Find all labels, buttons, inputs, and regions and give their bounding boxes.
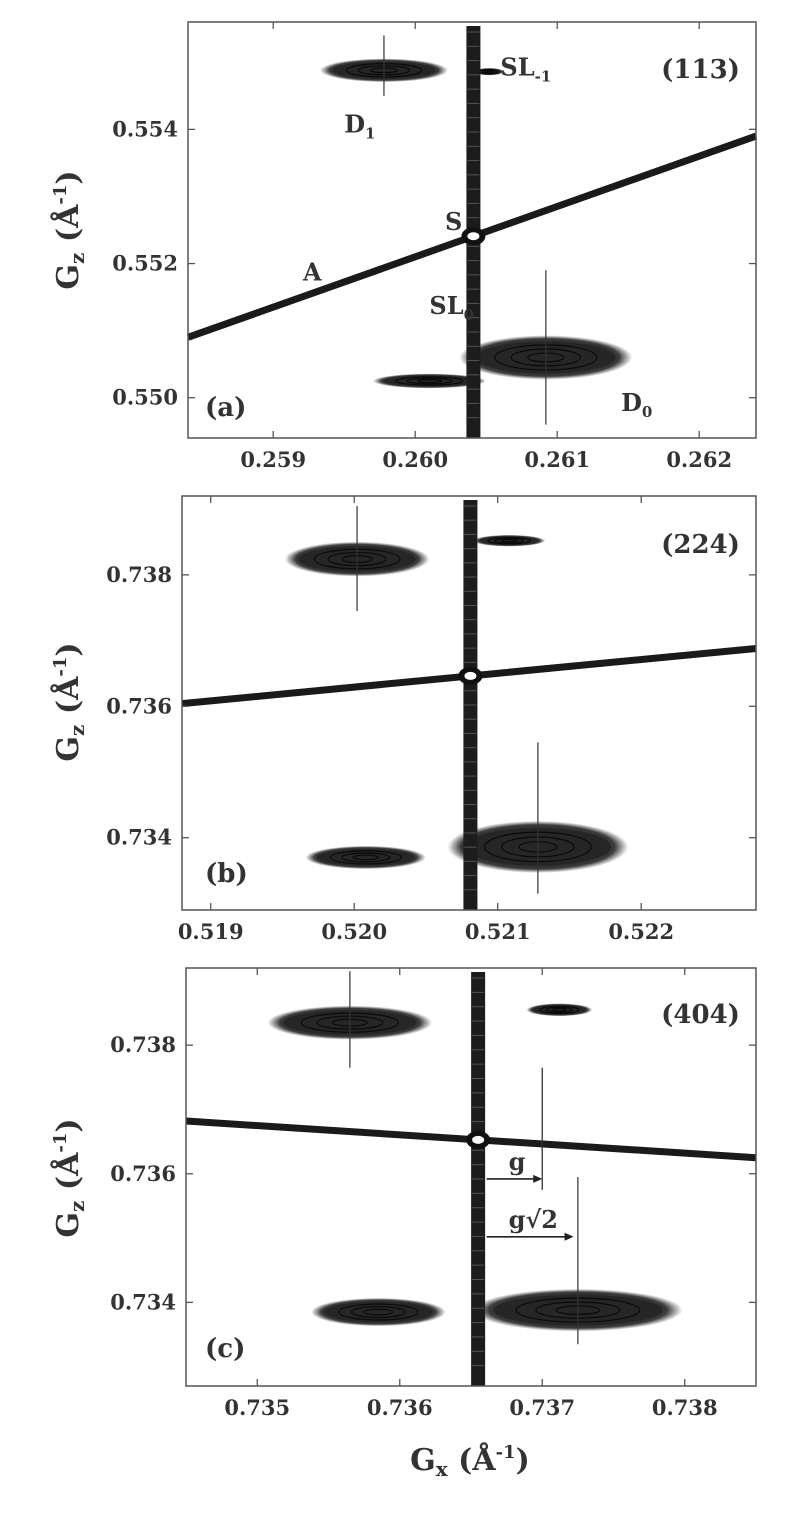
peak-contour xyxy=(352,854,379,861)
annotation-A: A xyxy=(302,257,322,286)
peak-contour xyxy=(545,1006,574,1013)
y-tick-label: 0.738 xyxy=(106,562,172,587)
peak-contour xyxy=(395,376,464,386)
peak-body xyxy=(323,1301,433,1323)
x-tick-label: 0.260 xyxy=(382,447,448,472)
annotation-D0: D0 xyxy=(621,388,652,421)
panel-c-letter-label: (c) xyxy=(205,1334,245,1364)
panel-b-reflection-label: (224) xyxy=(661,530,740,560)
x-tick-label: 0.520 xyxy=(321,919,387,944)
peak-contour xyxy=(494,537,525,544)
panel-b-letter-label: (b) xyxy=(205,859,248,889)
x-tick-label: 0.736 xyxy=(367,1395,433,1420)
panel-b-frame xyxy=(181,495,757,911)
x-tick-label: 0.738 xyxy=(652,1395,718,1420)
x-tick-label: 0.522 xyxy=(608,919,674,944)
x-tick-label: 0.261 xyxy=(524,447,590,472)
arrow-label: g√2 xyxy=(509,1205,558,1234)
peak-SL-1-small xyxy=(526,1003,593,1017)
peak-D1 xyxy=(319,35,449,96)
substrate-peak-center xyxy=(467,232,480,241)
panel-c: g g√2 (404) (c) Gz (Å-1) 0.735 0.736 0.737 0… xyxy=(50,967,757,1420)
peak-body xyxy=(316,849,415,866)
x-axis-label: Gx (Å-1) xyxy=(410,1442,530,1481)
peak-contour xyxy=(485,70,493,73)
panel-c-plot-area: g g√2 xyxy=(185,971,757,1386)
peak-contour xyxy=(539,1005,580,1014)
panel-b: (224) (b) Gz (Å-1) 0.519 0.520 0.521 0.522 0… xyxy=(50,495,757,944)
peak-contour xyxy=(340,852,391,863)
peak-contour xyxy=(329,850,402,865)
y-tick-label: 0.552 xyxy=(112,251,178,276)
y-tick-label: 0.736 xyxy=(110,1161,176,1186)
panel-c-y-axis-label: Gz (Å-1) xyxy=(50,1118,89,1237)
peak-contour xyxy=(487,536,532,545)
peak-contour xyxy=(363,1308,394,1316)
peak-D0 xyxy=(459,270,633,425)
peak-contour xyxy=(551,1007,567,1012)
y-tick-label: 0.554 xyxy=(112,116,178,141)
peak-D0 xyxy=(447,742,629,894)
y-tick-label: 0.738 xyxy=(110,1032,176,1057)
peak-contour xyxy=(501,538,518,543)
panel-b-plot-area xyxy=(181,500,757,910)
y-tick-label: 0.734 xyxy=(110,1289,176,1314)
panel-a-plot-area: D1 SL-1 S A SL0 D0 xyxy=(186,26,758,438)
panel-a: D1 SL-1 S A SL0 D0 (113) (a) Gz (Å-1) 0.259 0.… xyxy=(50,21,758,472)
x-tick-label: 0.735 xyxy=(224,1395,290,1420)
y-tick-label: 0.550 xyxy=(112,385,178,410)
panel-c-frame xyxy=(185,967,757,1387)
peak-SL-1-small xyxy=(474,67,504,76)
arrow-head xyxy=(533,1174,543,1183)
peak-SL0-left xyxy=(311,1297,446,1327)
substrate-peak-center xyxy=(472,1135,485,1144)
annotation-D1: D1 xyxy=(344,110,375,143)
arrow-head xyxy=(564,1232,574,1241)
peak-contour xyxy=(338,1303,419,1321)
peak-contour xyxy=(350,1306,406,1319)
peak-contour xyxy=(482,69,496,74)
y-tick-label: 0.736 xyxy=(106,693,172,718)
peak-contour xyxy=(406,377,453,385)
peak-SL0-left xyxy=(305,845,426,869)
peak-D1 xyxy=(267,971,433,1068)
x-tick-label: 0.262 xyxy=(666,447,732,472)
panel-c-reflection-label: (404) xyxy=(661,1000,740,1030)
y-tick-label: 0.734 xyxy=(106,825,172,850)
x-tick-label: 0.259 xyxy=(240,447,306,472)
x-tick-label: 0.519 xyxy=(178,919,244,944)
panel-a-y-axis-label: Gz (Å-1) xyxy=(50,170,89,289)
x-tick-label: 0.521 xyxy=(465,919,531,944)
panel-b-y-axis-label: Gz (Å-1) xyxy=(50,642,89,761)
panel-a-letter-label: (a) xyxy=(205,393,246,423)
x-tick-label: 0.737 xyxy=(509,1395,575,1420)
panel-a-frame xyxy=(187,21,757,439)
peak-SL0-left xyxy=(372,373,487,389)
peak-contour xyxy=(416,378,442,384)
substrate-peak-center xyxy=(464,671,477,680)
annotation-SL0: SL0 xyxy=(429,291,474,324)
arrow-label: g xyxy=(509,1147,526,1176)
peak-D0 xyxy=(473,1177,683,1345)
annotation-S: S xyxy=(445,207,462,236)
panel-a-reflection-label: (113) xyxy=(661,55,740,85)
annotation-SL-1: SL-1 xyxy=(500,53,551,86)
peak-D1 xyxy=(284,505,430,611)
peak-SL-1-small xyxy=(473,534,546,547)
